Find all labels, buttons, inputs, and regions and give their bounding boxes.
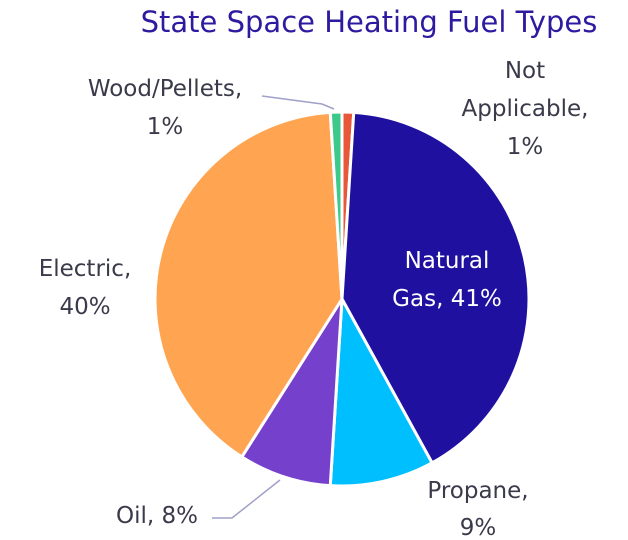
pie-slice — [328, 293, 435, 488]
data-label-line: Propane, — [427, 478, 528, 504]
pie-slice — [153, 110, 344, 459]
data-label: Oil, 8% — [116, 503, 198, 529]
data-label: Electric, 40% — [39, 256, 132, 320]
leader-line — [212, 479, 281, 519]
pie-slice — [328, 110, 344, 300]
data-label: Not Applicable, 1% — [462, 58, 589, 160]
data-label: Propane, 9% — [427, 478, 528, 540]
data-label: Natural Gas, 41% — [392, 248, 502, 312]
data-label-line: Gas, 41% — [392, 286, 502, 312]
data-label-line: Applicable, — [462, 96, 589, 122]
data-label-line: 40% — [59, 294, 110, 320]
data-label: Wood/Pellets, 1% — [88, 76, 242, 140]
data-label-line: Electric, — [39, 256, 132, 282]
data-label-line: 1% — [147, 114, 184, 140]
data-label-line: Wood/Pellets, — [88, 76, 242, 102]
data-label-line: Oil, 8% — [116, 503, 198, 529]
pie-slice — [239, 298, 344, 488]
pie-slice — [340, 110, 531, 465]
data-label-line: Not — [505, 58, 545, 84]
leader-line — [261, 95, 335, 110]
data-label-line: 9% — [460, 515, 497, 540]
data-label-line: 1% — [507, 134, 544, 160]
chart-title: State Space Heating Fuel Types — [141, 5, 598, 39]
data-label-line: Natural — [405, 248, 490, 274]
